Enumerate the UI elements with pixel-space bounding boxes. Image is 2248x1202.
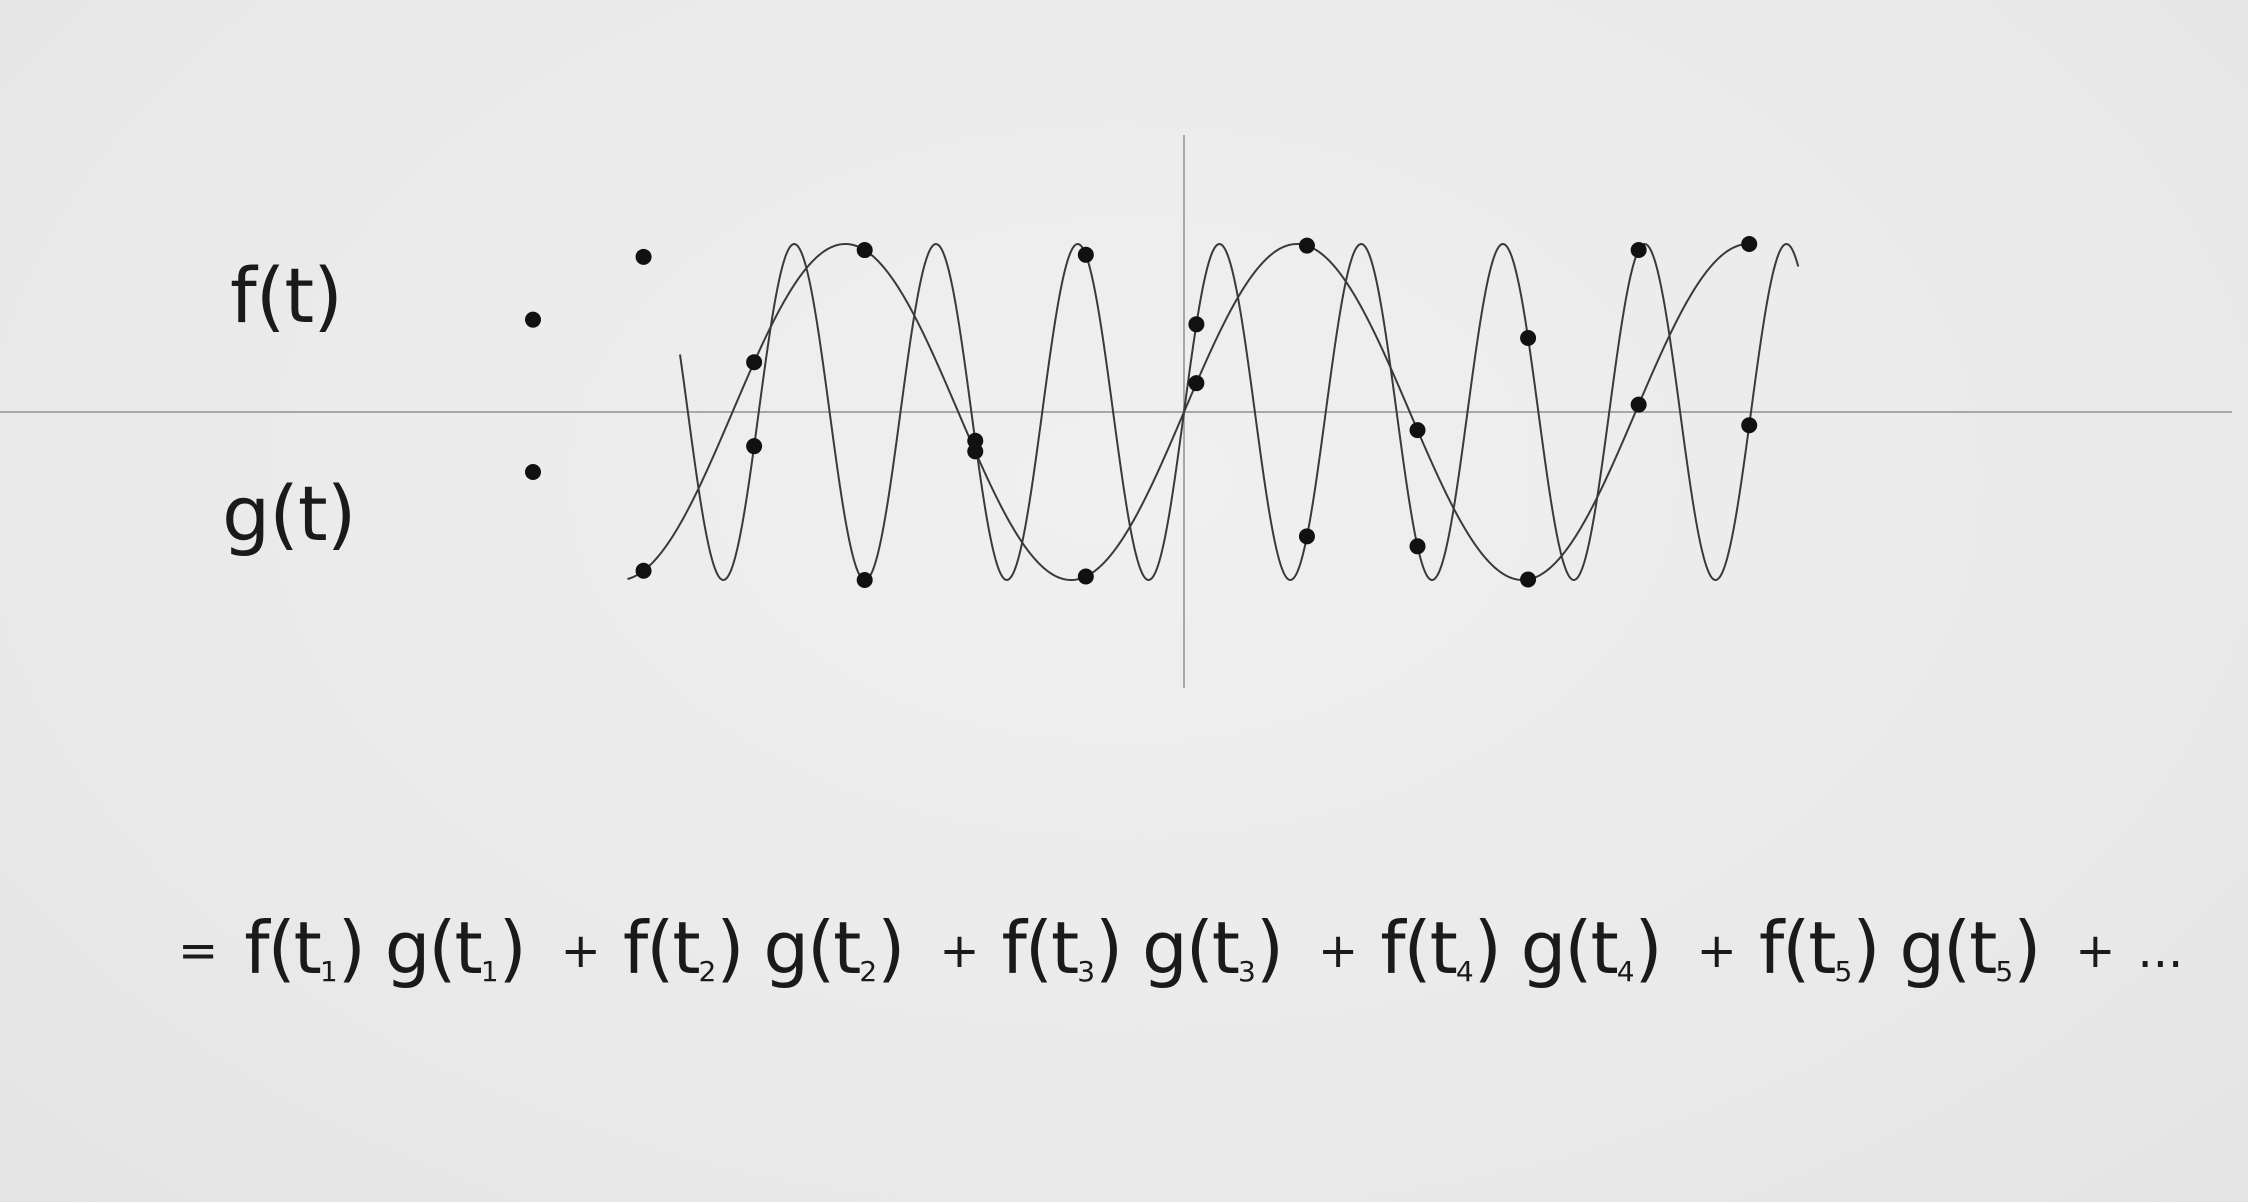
close-paren: ) [1473,906,1502,990]
close-paren: ) [1095,906,1123,990]
f-sample-point [525,311,541,328]
f-sample-point [1409,538,1426,555]
close-paren: ) [1255,906,1284,990]
subscript-3: 3 [1077,955,1096,988]
close-paren: ) [498,906,527,990]
g-sample-point [1630,396,1647,413]
g-sample-point [967,443,984,460]
f-sample-point [1520,330,1537,346]
f-sample-point [856,571,873,588]
product-term-3: f(t3) g(t3) [1001,906,1284,990]
subscript-4: 4 [1455,955,1474,988]
ellipsis: ... [2137,923,2184,979]
product-term-5: f(t5) g(t5) [1758,906,2041,990]
subscript-2: 2 [859,955,878,988]
g-sample-point [1409,422,1426,439]
plus-sign: + [939,923,980,979]
product-term-4: f(t4) g(t4) [1380,906,1663,990]
f-sample-point [1741,417,1758,434]
f-sample-point [1630,241,1647,258]
f-term: f(t [622,906,701,990]
close-paren: ) [716,906,744,990]
g-sample-point [1298,237,1315,254]
equals-sign: = [178,923,219,979]
subscript-1: 1 [480,955,499,988]
g-sample-point [1077,568,1094,585]
product-term-2: f(t2) g(t2) [622,906,905,990]
g-curve [627,242,1757,582]
f-sample-point [635,248,652,265]
g-sample-point [1520,571,1537,588]
f-term: f(t [1758,906,1837,990]
plus-sign: + [560,923,601,979]
g-term: g(t [1142,906,1240,990]
close-paren: ) [877,906,905,990]
f-term: f(t [1380,906,1458,990]
close-paren: ) [1852,906,1880,990]
inner-product-sum: = f(t1) g(t1) + f(t2) g(t2) + f(t3) g(t3) + f(t… [178,912,2183,986]
subscript-5: 5 [1834,955,1853,988]
g-term: g(t [384,906,483,990]
g-sample-point [1188,375,1205,392]
g-sample-point [1741,236,1758,253]
g-term: g(t [763,906,861,990]
subscript-1: 1 [319,955,338,988]
plus-sign: + [2075,923,2116,979]
f-sample-point [1188,316,1205,333]
g-sample-point [635,562,652,579]
subscript-4: 4 [1616,955,1635,988]
f-sample-point [1298,528,1315,545]
close-paren: ) [1634,906,1663,990]
subscript-2: 2 [698,955,717,988]
product-term-1: f(t1) g(t1) [244,906,527,990]
f-term: f(t [1001,906,1080,990]
f-sample-point [746,438,763,455]
subscript-5: 5 [1995,955,2014,988]
g-of-t-label: g(t) [222,469,356,558]
close-paren: ) [2013,906,2041,990]
plus-sign: + [1696,923,1737,979]
g-term: g(t [1520,906,1619,990]
g-sample-point [525,464,541,481]
subscript-3: 3 [1238,955,1256,988]
f-sample-point [1077,246,1094,263]
close-paren: ) [337,906,366,990]
plus-sign: + [1317,923,1359,979]
f-of-t-label: f(t) [230,251,343,340]
g-sample-point [856,242,873,259]
g-sample-point [746,354,763,371]
f-term: f(t [244,906,322,990]
g-term: g(t [1899,906,1997,990]
